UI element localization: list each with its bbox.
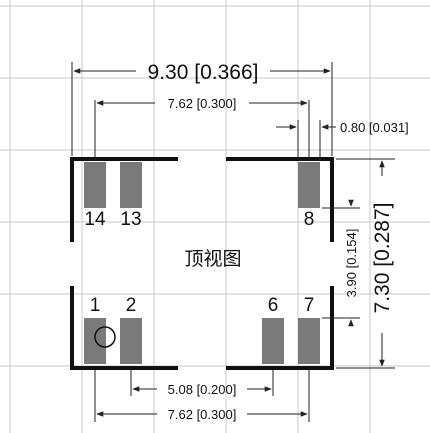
pad-6 [262, 318, 284, 364]
pads [84, 162, 320, 364]
pad-8 [298, 162, 320, 208]
dim-pad-span-bottom [94, 370, 310, 422]
pin-label-7: 7 [304, 295, 315, 316]
pad-7 [298, 318, 320, 364]
pad-2 [120, 318, 142, 364]
dim-overall-height [336, 158, 395, 369]
dim-pad-width-text: 0.80 [0.031] [340, 120, 409, 135]
dim-pad-row-gap [322, 199, 360, 327]
dim-pad-span-bottom-inner-text: 5.08 [0.200] [168, 382, 237, 397]
pin-label-2: 2 [126, 295, 137, 316]
component-outline [70, 157, 334, 370]
pin-label-8: 8 [304, 209, 315, 230]
view-label: 顶视图 [184, 248, 241, 270]
dim-overall-width [71, 62, 333, 156]
dim-overall-height-text: 7.30 [0.287] [371, 203, 394, 314]
dim-pad-width [276, 120, 336, 160]
pin-label-6: 6 [268, 295, 279, 316]
pin1-marker [94, 326, 116, 348]
dim-pad-span-bottom-inner [130, 370, 274, 396]
dim-overall-width-text: 9.30 [0.366] [148, 61, 259, 84]
pin-labels: 14 13 8 1 2 6 7 [84, 209, 314, 316]
dim-pad-row-gap-text: 3.90 [0.154] [344, 229, 359, 298]
pad-14 [84, 162, 106, 208]
pad-1 [84, 318, 106, 364]
dim-pad-span-top-text: 7.62 [0.300] [168, 96, 237, 111]
pin-label-1: 1 [90, 295, 101, 316]
dim-pad-span-bottom-text: 7.62 [0.300] [168, 407, 237, 422]
pin-label-14: 14 [84, 209, 106, 230]
pad-13 [120, 162, 142, 208]
dim-pad-span-top [94, 100, 310, 160]
pin-label-13: 13 [120, 209, 141, 230]
